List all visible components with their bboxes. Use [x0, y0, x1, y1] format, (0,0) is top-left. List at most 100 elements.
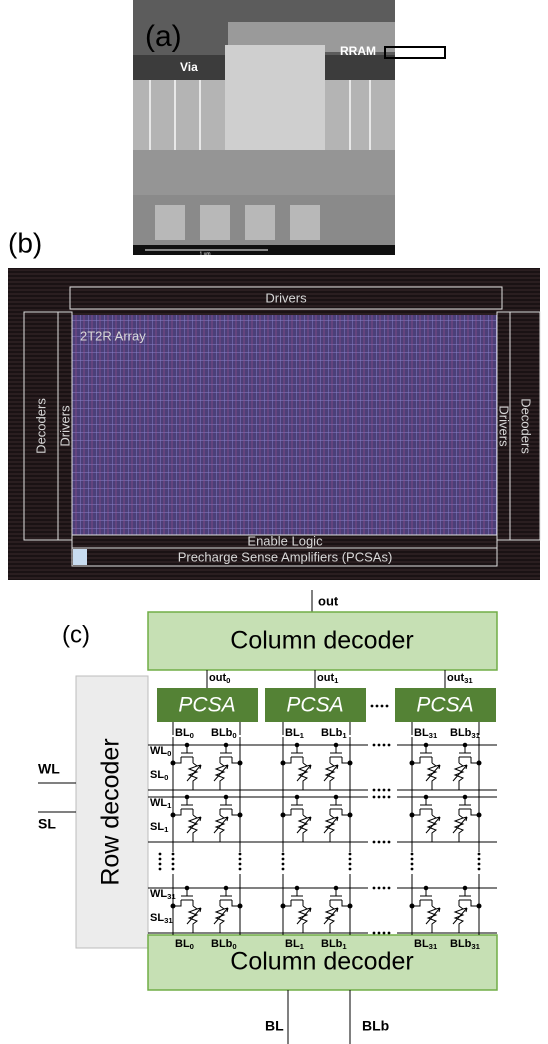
ellipsis-dot	[370, 704, 374, 708]
ellipsis-dot	[238, 857, 242, 861]
label-subscript: 1	[342, 942, 347, 951]
signal-label: WL1	[150, 797, 172, 810]
signal-label: BLb1	[321, 938, 347, 951]
ellipsis-dot	[387, 840, 391, 844]
ellipsis-dot	[158, 862, 162, 866]
ellipsis-dot	[372, 743, 376, 747]
label-subscript: 0	[232, 942, 236, 951]
block-label: Decoders	[519, 398, 534, 454]
ellipsis-dot	[477, 862, 481, 866]
ellipsis-dot	[281, 857, 285, 861]
ellipsis-dot	[372, 931, 376, 935]
ellipsis-dot	[382, 795, 386, 799]
row-decoder	[75, 675, 149, 949]
label-text: SL	[150, 912, 164, 924]
label-subscript: 1	[334, 676, 339, 685]
ellipsis-dot	[477, 852, 481, 856]
label-subscript: 31	[429, 942, 438, 951]
ellipsis-dot	[348, 867, 352, 871]
block-label: Drivers	[57, 405, 72, 447]
signal-label: SL31	[150, 912, 173, 925]
ellipsis-dot	[158, 867, 162, 871]
signal-label: out	[318, 593, 339, 608]
signal-label: WL31	[150, 888, 176, 901]
ellipsis-dot	[372, 840, 376, 844]
signal-label: BL0	[175, 727, 194, 740]
ellipsis-dot	[410, 857, 414, 861]
ellipsis-dot	[171, 862, 175, 866]
signal-label: SL	[38, 816, 56, 832]
label-subscript: 31	[471, 942, 480, 951]
panel-label: (c)	[62, 621, 90, 648]
label-text: WL	[150, 797, 167, 809]
label-subscript: 31	[429, 731, 438, 740]
panel-label: (a)	[145, 20, 182, 53]
signal-label: BL1	[285, 938, 305, 951]
ellipsis-dot	[158, 852, 162, 856]
cell	[409, 885, 482, 934]
ellipsis-dot	[372, 788, 376, 792]
ellipsis-dot	[281, 852, 285, 856]
signal-label: WL0	[150, 745, 171, 758]
layer-label: TiN	[403, 64, 422, 78]
signal-label: SL1	[150, 821, 169, 834]
layer-label: Cu M3	[395, 209, 431, 223]
ellipsis-dot	[238, 867, 242, 871]
ellipsis-dot	[382, 886, 386, 890]
ellipsis-dot	[377, 743, 381, 747]
label-subscript: 0	[190, 731, 194, 740]
ellipsis-dot	[171, 867, 175, 871]
block-label: Row decoder	[97, 738, 125, 885]
ellipsis-dot	[377, 795, 381, 799]
sem-image	[133, 0, 446, 255]
label-text: BL	[175, 727, 190, 739]
ellipsis-dot	[382, 788, 386, 792]
panel-label: (b)	[8, 227, 42, 258]
cell	[409, 742, 482, 791]
ellipsis-dot	[380, 704, 384, 708]
signal-label: WL	[38, 761, 60, 777]
ellipsis-dot	[348, 862, 352, 866]
label-text: BLb	[211, 727, 233, 739]
ellipsis-dot	[387, 788, 391, 792]
block-label: Drivers	[265, 290, 307, 305]
label-text: BL	[175, 938, 190, 950]
label-text: out	[447, 672, 464, 684]
label-text: BL	[285, 938, 300, 950]
label-subscript: 31	[464, 676, 473, 685]
signal-label: BLb31	[450, 938, 481, 951]
block-label: PCSA	[286, 694, 343, 717]
ellipsis-dot	[387, 931, 391, 935]
label-text: SL	[150, 769, 164, 781]
ellipsis-dot	[377, 931, 381, 935]
pcsa-block	[265, 688, 366, 722]
layer-label: RRAM	[340, 44, 376, 58]
label-subscript: 0	[232, 731, 236, 740]
ellipsis-dot	[410, 852, 414, 856]
label-subscript: 31	[164, 916, 173, 925]
ellipsis-dot	[477, 857, 481, 861]
cell	[170, 794, 243, 843]
label-text: WL	[150, 745, 167, 757]
block-label: PCSA	[178, 694, 235, 717]
ellipsis-dot	[382, 743, 386, 747]
ellipsis-dot	[372, 795, 376, 799]
signal-label: out1	[317, 672, 339, 685]
column-decoder	[147, 934, 498, 991]
ellipsis-dot	[171, 852, 175, 856]
ellipsis-dot	[348, 852, 352, 856]
ellipsis-dot	[410, 862, 414, 866]
label-subscript: 0	[167, 749, 171, 758]
signal-label: BLb0	[211, 727, 237, 740]
label-text: out	[209, 672, 226, 684]
ellipsis-dot	[377, 840, 381, 844]
ellipsis-dot	[410, 867, 414, 871]
label-subscript: 0	[226, 676, 230, 685]
signal-label: BL31	[414, 727, 438, 740]
ellipsis-dot	[477, 867, 481, 871]
column-decoder	[147, 611, 498, 671]
ellipsis-dot	[382, 840, 386, 844]
pcsa-block	[395, 688, 496, 722]
cell	[409, 794, 482, 843]
block-label: Enable Logic	[247, 533, 323, 548]
